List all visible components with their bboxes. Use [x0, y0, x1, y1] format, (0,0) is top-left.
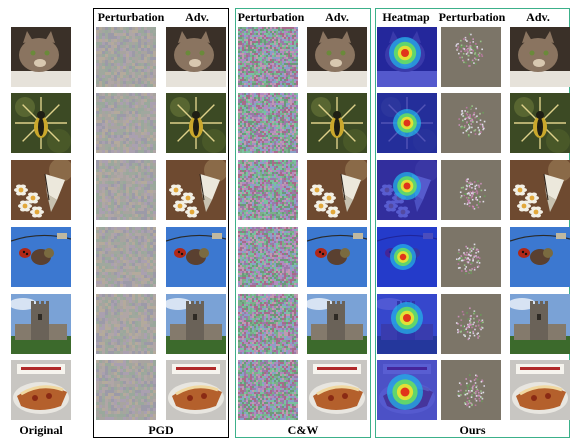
original-image: [11, 294, 71, 354]
pgd-adversarial-image: [166, 227, 226, 287]
pgd-adversarial-image: [166, 27, 226, 87]
ours-perturbation-header: Perturbation: [438, 10, 506, 24]
cw-perturbation-image: [238, 160, 298, 220]
ours-heatmap-image: [377, 27, 437, 87]
ours-label: Ours: [459, 423, 486, 437]
pgd-perturbation-image: [96, 93, 156, 153]
ours-adv-header: Adv.: [526, 10, 550, 24]
ours-heatmap-header: Heatmap: [382, 10, 430, 24]
cw-perturbation-image: [238, 360, 298, 420]
cw-perturbation-header: Perturbation: [237, 10, 305, 24]
ours-adversarial-image: [510, 27, 570, 87]
original-image: [11, 160, 71, 220]
cw-adversarial-image: [307, 227, 367, 287]
cw-perturbation-image: [238, 294, 298, 354]
ours-heatmap-image: [377, 294, 437, 354]
ours-perturbation-image: [441, 294, 501, 354]
pgd-adversarial-image: [166, 360, 226, 420]
cw-label: C&W: [287, 423, 319, 437]
cw-adversarial-image: [307, 294, 367, 354]
cw-perturbation-image: [238, 93, 298, 153]
ours-perturbation-image: [441, 360, 501, 420]
cw-adversarial-image: [307, 360, 367, 420]
cw-adversarial-image: [307, 160, 367, 220]
ours-perturbation-image: [441, 160, 501, 220]
ours-heatmap-image: [377, 360, 437, 420]
pgd-perturbation-image: [96, 227, 156, 287]
ours-heatmap-image: [377, 93, 437, 153]
original-image: [11, 227, 71, 287]
pgd-perturbation-image: [96, 160, 156, 220]
ours-adversarial-image: [510, 227, 570, 287]
pgd-perturbation-image: [96, 27, 156, 87]
ours-adversarial-image: [510, 360, 570, 420]
original-image: [11, 360, 71, 420]
pgd-perturbation-image: [96, 294, 156, 354]
pgd-adversarial-image: [166, 160, 226, 220]
pgd-adv-header: Adv.: [185, 10, 209, 24]
pgd-perturbation-header: Perturbation: [97, 10, 165, 24]
ours-perturbation-image: [441, 227, 501, 287]
ours-panel: [375, 8, 570, 438]
original-image: [11, 27, 71, 87]
cw-adversarial-image: [307, 93, 367, 153]
cw-adv-header: Adv.: [325, 10, 349, 24]
pgd-adversarial-image: [166, 93, 226, 153]
pgd-label: PGD: [148, 423, 174, 437]
original-label: Original: [19, 423, 63, 437]
ours-heatmap-image: [377, 227, 437, 287]
pgd-panel: [93, 8, 229, 438]
cw-perturbation-image: [238, 27, 298, 87]
ours-adversarial-image: [510, 93, 570, 153]
ours-perturbation-image: [441, 27, 501, 87]
ours-perturbation-image: [441, 93, 501, 153]
cw-perturbation-image: [238, 227, 298, 287]
pgd-perturbation-image: [96, 360, 156, 420]
ours-adversarial-image: [510, 294, 570, 354]
ours-heatmap-image: [377, 160, 437, 220]
original-image: [11, 93, 71, 153]
pgd-adversarial-image: [166, 294, 226, 354]
cw-panel: [235, 8, 371, 438]
ours-adversarial-image: [510, 160, 570, 220]
cw-adversarial-image: [307, 27, 367, 87]
